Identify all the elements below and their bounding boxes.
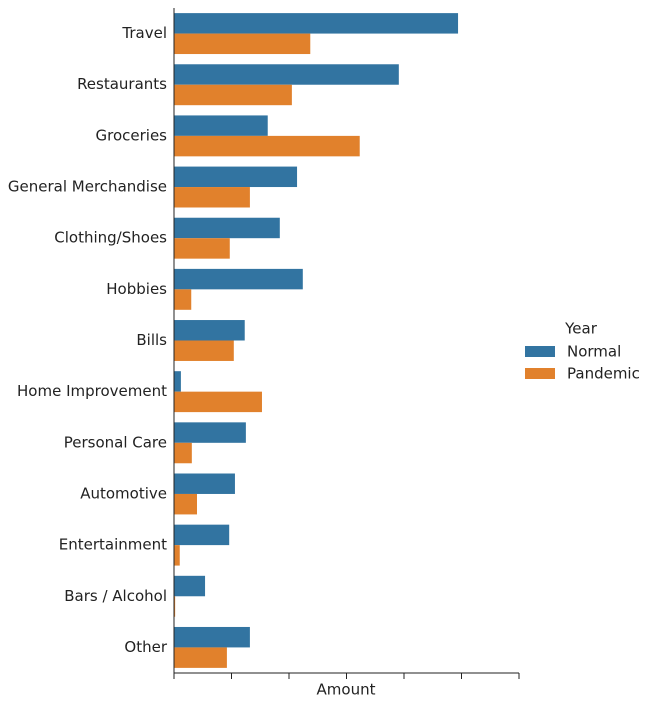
legend-swatch xyxy=(525,368,555,379)
bar xyxy=(174,493,197,515)
bar xyxy=(174,524,230,546)
bar xyxy=(174,626,250,648)
y-tick-label: Home Improvement xyxy=(17,382,167,400)
y-tick-label: Bills xyxy=(136,331,167,349)
y-tick-label: Restaurants xyxy=(77,75,167,93)
y-tick-label: General Merchandise xyxy=(8,178,167,196)
y-tick-label: Bars / Alcohol xyxy=(64,587,167,605)
y-tick-label: Automotive xyxy=(80,484,167,502)
y-tick-label: Personal Care xyxy=(64,433,167,451)
y-tick-label: Other xyxy=(124,638,167,656)
bar xyxy=(174,238,230,259)
bar xyxy=(174,473,235,494)
bar xyxy=(174,422,246,443)
y-tick-label: Hobbies xyxy=(106,280,167,298)
bar xyxy=(174,135,360,157)
y-tick-label: Travel xyxy=(121,24,167,42)
bar xyxy=(174,13,459,34)
bar xyxy=(174,596,176,617)
bar xyxy=(174,289,192,310)
x-axis-label: Amount xyxy=(317,681,376,699)
bar xyxy=(174,647,227,668)
bar xyxy=(174,391,262,413)
bar xyxy=(174,575,206,597)
bar xyxy=(174,545,180,566)
bar xyxy=(174,268,303,290)
bar xyxy=(174,442,192,464)
bar xyxy=(174,187,250,208)
bar xyxy=(174,320,245,341)
y-tick-label: Clothing/Shoes xyxy=(54,229,167,247)
bar xyxy=(174,166,298,188)
bar xyxy=(174,84,292,106)
legend-label: Pandemic xyxy=(567,365,640,383)
y-tick-label: Groceries xyxy=(96,126,168,144)
bar xyxy=(174,371,181,392)
bar xyxy=(174,340,234,361)
bar xyxy=(174,217,280,239)
bar xyxy=(174,115,268,136)
bar xyxy=(174,33,311,55)
legend-label: Normal xyxy=(567,343,621,361)
legend-title: Year xyxy=(564,320,598,338)
bar xyxy=(174,64,399,85)
y-tick-label: Entertainment xyxy=(59,536,167,554)
legend-swatch xyxy=(525,346,555,357)
